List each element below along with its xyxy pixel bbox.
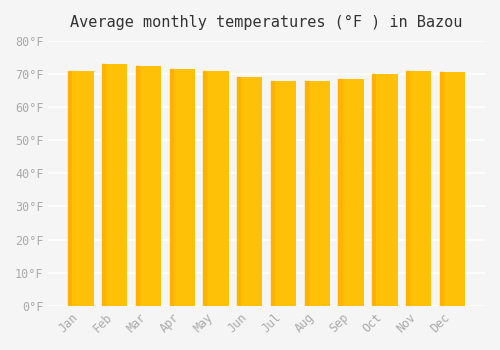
- Bar: [237, 77, 240, 306]
- Bar: [271, 80, 274, 306]
- Bar: [68, 71, 94, 306]
- Bar: [102, 64, 105, 306]
- Bar: [136, 66, 139, 306]
- Bar: [204, 71, 206, 306]
- Bar: [204, 71, 229, 306]
- Bar: [304, 80, 308, 306]
- Bar: [271, 80, 296, 306]
- Bar: [102, 64, 128, 306]
- Bar: [406, 71, 431, 306]
- Bar: [170, 69, 172, 306]
- Bar: [170, 69, 195, 306]
- Bar: [136, 66, 161, 306]
- Bar: [338, 79, 342, 306]
- Bar: [338, 79, 364, 306]
- Bar: [372, 74, 398, 306]
- Bar: [406, 71, 409, 306]
- Bar: [440, 72, 465, 306]
- Bar: [304, 80, 330, 306]
- Title: Average monthly temperatures (°F ) in Bazou: Average monthly temperatures (°F ) in Ba…: [70, 15, 463, 30]
- Bar: [372, 74, 376, 306]
- Bar: [68, 71, 71, 306]
- Bar: [237, 77, 262, 306]
- Bar: [440, 72, 443, 306]
